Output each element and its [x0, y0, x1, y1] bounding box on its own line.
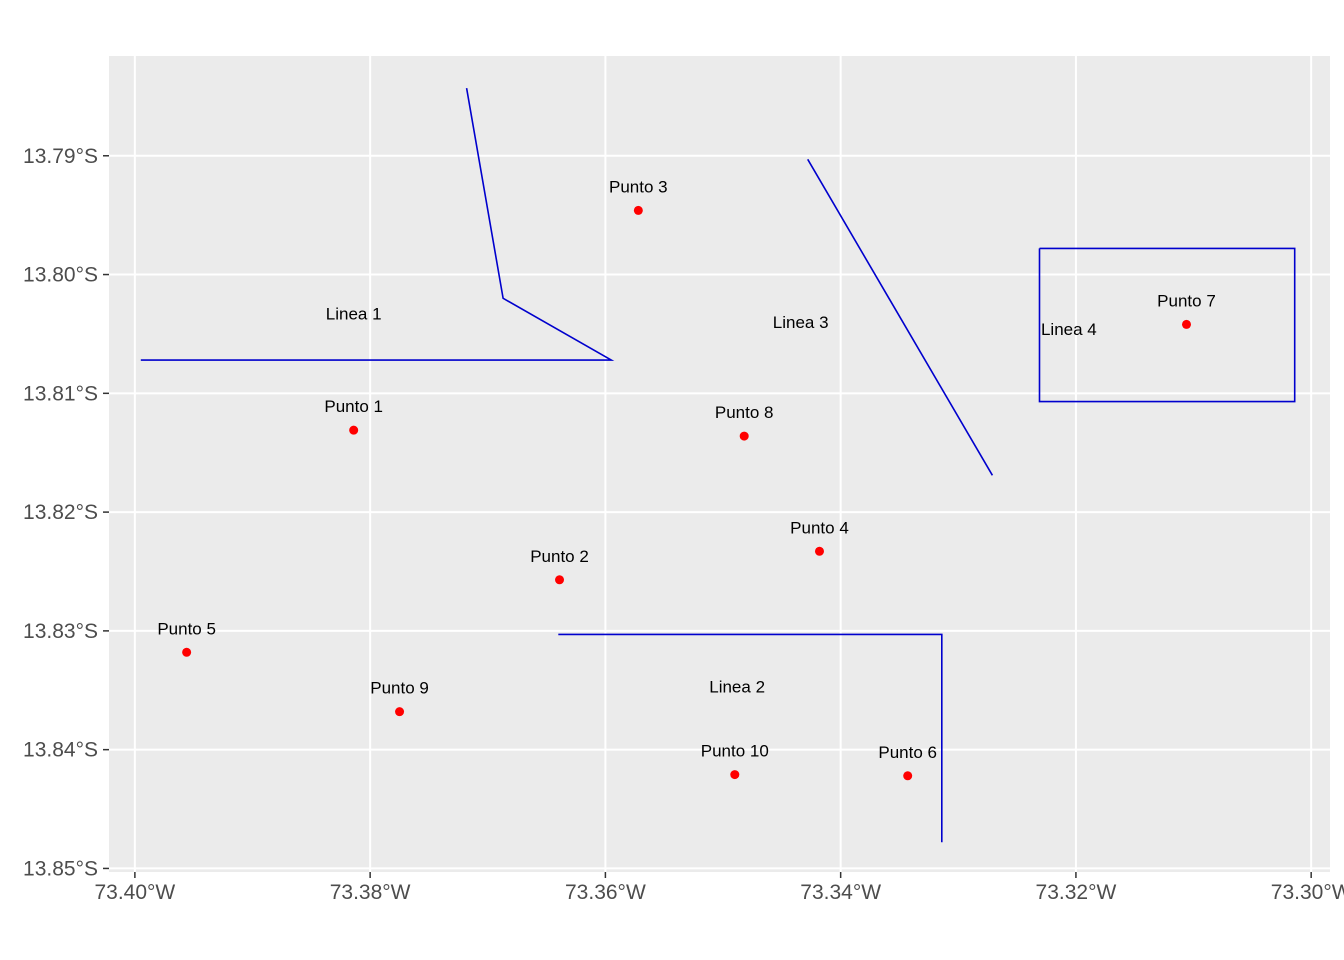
- point-label-5: Punto 5: [157, 619, 216, 638]
- point-marker-5: [182, 647, 192, 657]
- line-label-3: Linea 3: [773, 313, 829, 332]
- line-feature-2: [558, 633, 943, 843]
- point-marker-9: [395, 707, 405, 717]
- point-label-4: Punto 4: [790, 518, 849, 537]
- point-label-7: Punto 7: [1157, 291, 1216, 310]
- line-features: [140, 87, 1296, 843]
- x-tick-label-1: 73.38°W: [330, 881, 411, 904]
- feature-labels: Linea 1 Linea 2 Linea 3 Linea 4 Punto 1 Punto…: [157, 177, 1215, 761]
- x-tick-label-3: 73.34°W: [800, 881, 881, 904]
- axis-ticks: 73.40°W 73.38°W 73.36°W 73.34°W 73.32°W 73.30…: [23, 145, 1344, 904]
- y-tick-label-1: 13.80°S: [23, 264, 98, 287]
- point-label-9: Punto 9: [370, 679, 429, 698]
- point-label-2: Punto 2: [530, 547, 589, 566]
- point-label-10: Punto 10: [701, 742, 769, 761]
- y-tick-label-2: 13.81°S: [23, 382, 98, 405]
- plot-panel: [109, 56, 1330, 872]
- point-marker-2: [555, 575, 565, 585]
- grid-lines: [109, 56, 1330, 872]
- y-tick-label-6: 13.85°S: [23, 857, 98, 880]
- point-marker-3: [633, 205, 643, 215]
- point-marker-7: [1181, 319, 1191, 329]
- y-tick-label-0: 13.79°S: [23, 145, 98, 168]
- point-label-3: Punto 3: [609, 177, 668, 196]
- y-tick-label-3: 13.82°S: [23, 501, 98, 524]
- point-label-6: Punto 6: [878, 743, 937, 762]
- point-marker-8: [739, 431, 749, 441]
- point-label-1: Punto 1: [324, 397, 383, 416]
- x-tick-label-4: 73.32°W: [1036, 881, 1117, 904]
- point-marker-10: [730, 770, 740, 780]
- y-tick-label-5: 13.84°S: [23, 739, 98, 762]
- line-label-4: Linea 4: [1041, 320, 1097, 339]
- x-tick-label-0: 73.40°W: [94, 881, 175, 904]
- point-features: [182, 205, 1191, 781]
- y-tick-label-4: 13.83°S: [23, 620, 98, 643]
- point-label-8: Punto 8: [715, 403, 774, 422]
- line-label-1: Linea 1: [326, 305, 382, 324]
- point-marker-6: [903, 771, 913, 781]
- line-feature-4: [1038, 247, 1296, 403]
- x-tick-label-2: 73.36°W: [565, 881, 646, 904]
- line-feature-1: [140, 87, 615, 361]
- x-tick-label-5: 73.30°W: [1271, 881, 1344, 904]
- point-marker-4: [814, 546, 824, 556]
- line-label-2: Linea 2: [709, 678, 765, 697]
- line-feature-3: [807, 158, 994, 476]
- point-marker-1: [349, 425, 359, 435]
